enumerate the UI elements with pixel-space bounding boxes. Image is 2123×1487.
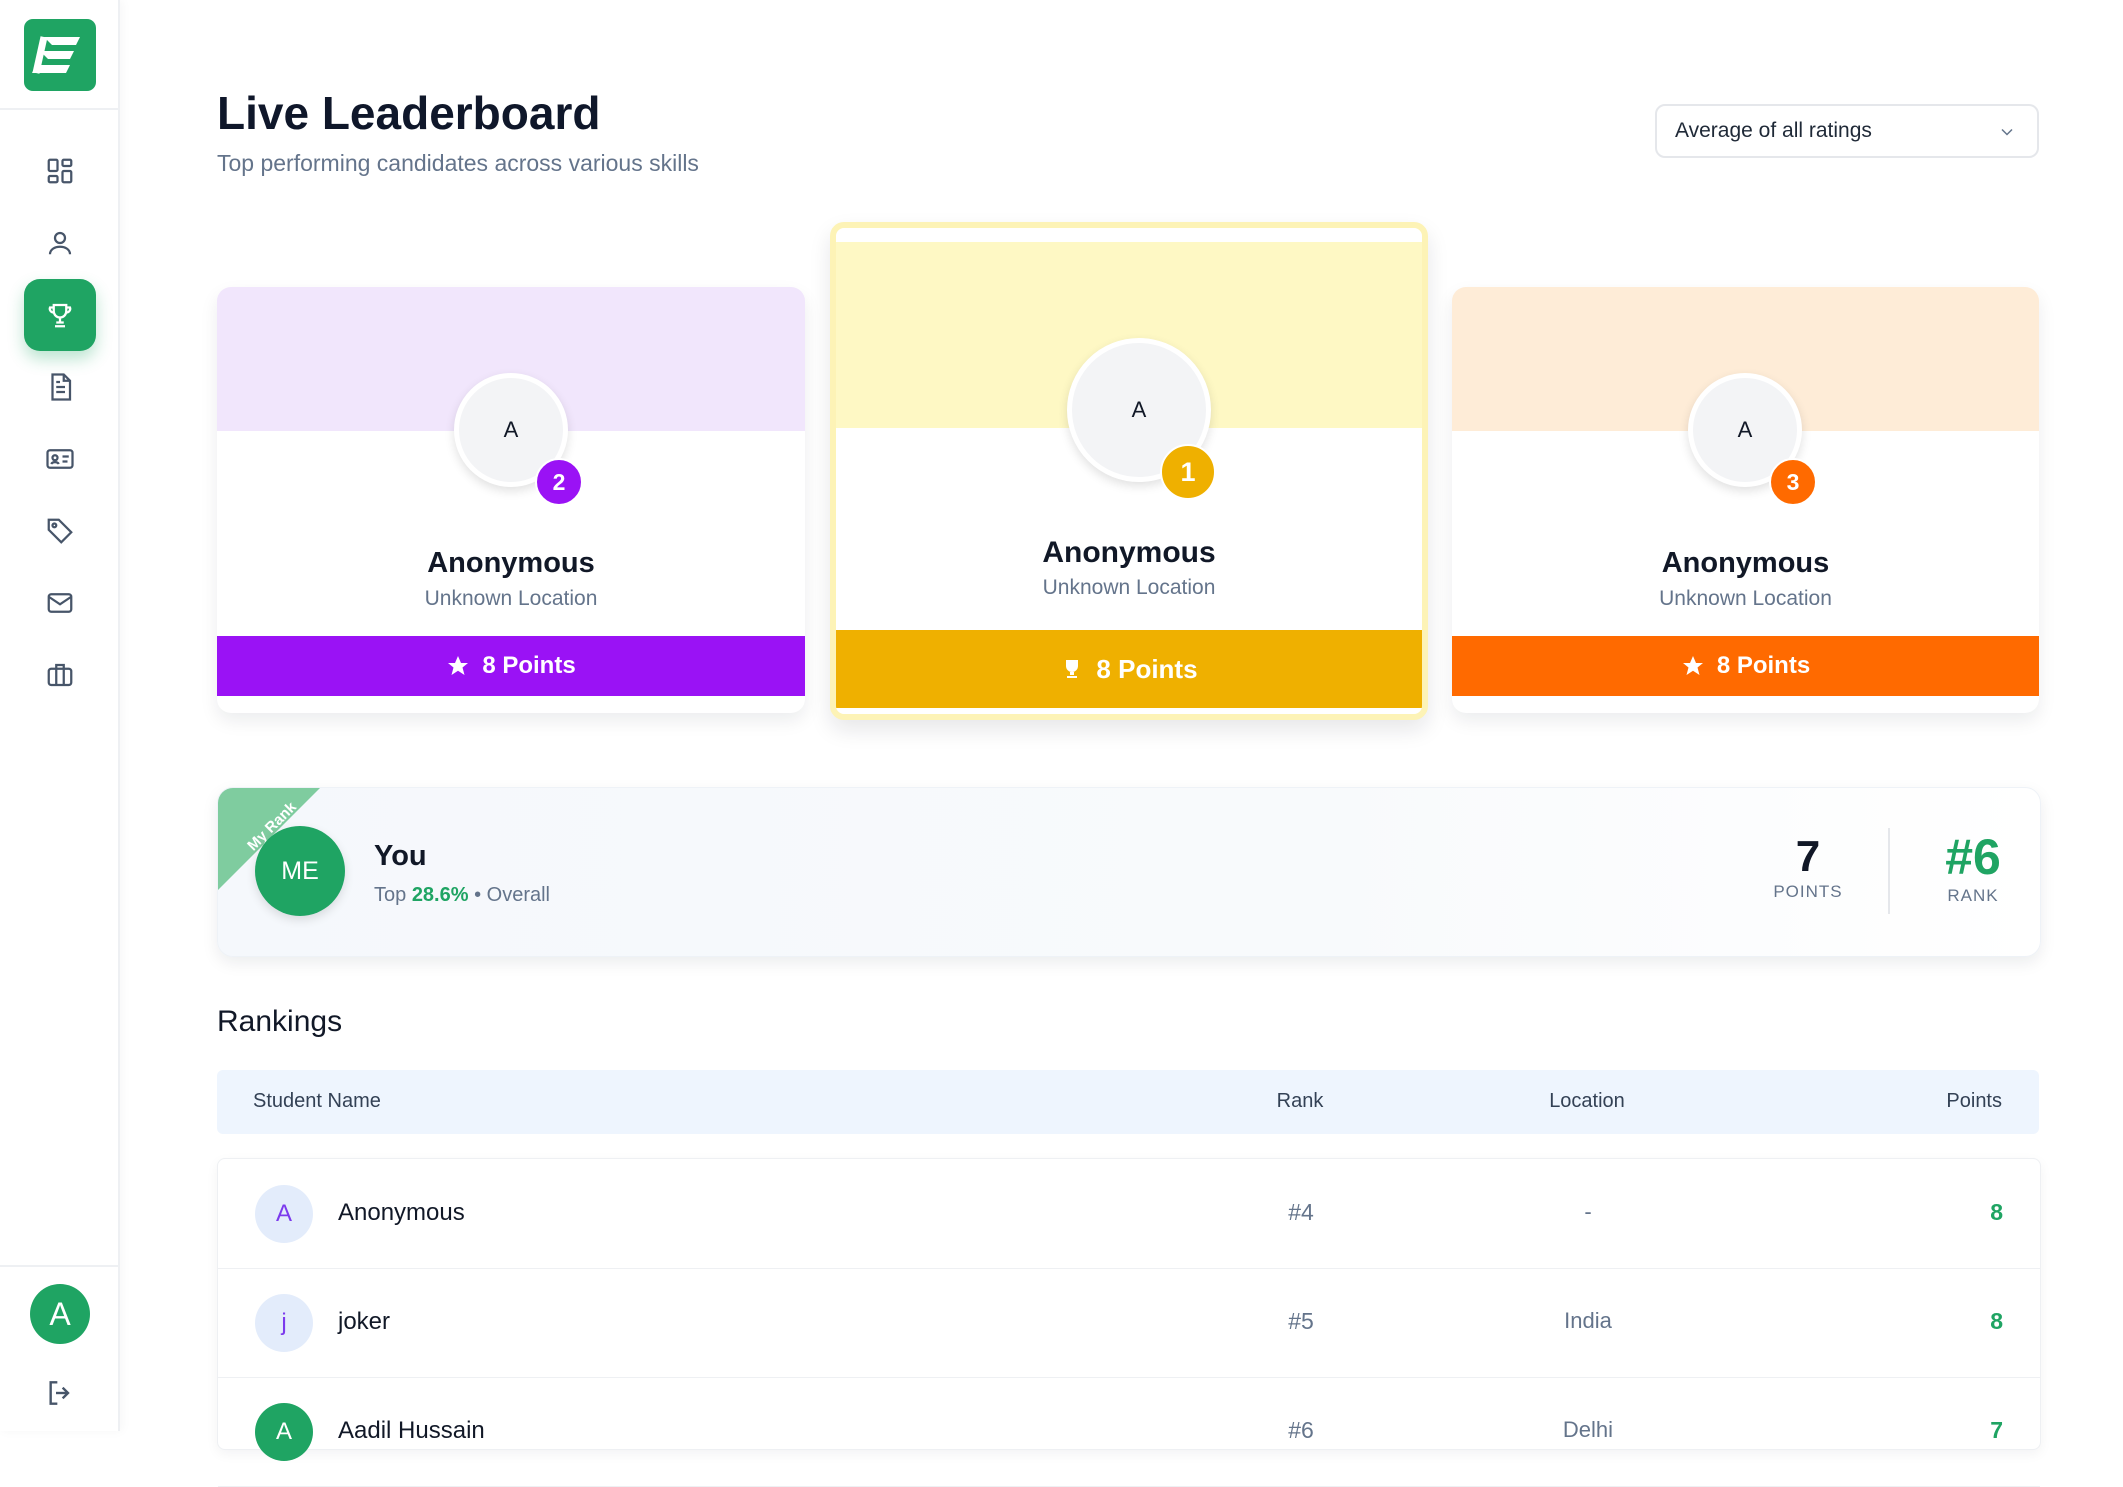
logout-icon[interactable]	[44, 1377, 76, 1409]
dashboard-icon	[47, 158, 73, 184]
candidate-location: Unknown Location	[424, 587, 598, 610]
table-row[interactable]: A Anonymous #4 - 8	[218, 1159, 2040, 1269]
podium-card-first[interactable]: A 1 Anonymous Unknown Location 8 Points	[830, 222, 1428, 720]
candidate-name: Anonymous	[1042, 536, 1216, 569]
my-points-value: 7	[1795, 832, 1821, 881]
avatar: A	[255, 1403, 313, 1461]
student-location: Delhi	[1562, 1417, 1614, 1442]
my-name: You	[374, 840, 427, 872]
podium-card-third[interactable]: A 3 Anonymous Unknown Location 8 Points	[1452, 287, 2039, 713]
rankings-table-body: A Anonymous #4 - 8 j joker #5 India 8 A …	[217, 1158, 2041, 1487]
user-icon	[48, 231, 72, 255]
column-header-rank: Rank	[1276, 1090, 1324, 1112]
avatar: A	[454, 373, 568, 487]
podium-card-second[interactable]: A 2 Anonymous Unknown Location 8 Points	[217, 287, 805, 713]
nav-documents[interactable]	[24, 351, 96, 423]
avatar: j	[255, 1294, 313, 1352]
rank-badge: 2	[535, 458, 583, 506]
student-rank: #4	[1288, 1199, 1314, 1225]
avatar: A	[255, 1185, 313, 1243]
nav-profile[interactable]	[24, 207, 96, 279]
nav-id-card[interactable]	[24, 423, 96, 495]
sidebar: A	[0, 0, 120, 1431]
my-rank: #6 RANK	[1918, 828, 2028, 906]
page-title: Live Leaderboard	[217, 87, 601, 139]
student-name: Anonymous	[338, 1199, 465, 1226]
points-label: 8 Points	[482, 652, 576, 679]
star-icon	[448, 656, 469, 675]
candidate-location: Unknown Location	[1659, 587, 1832, 610]
logo[interactable]	[24, 19, 96, 91]
my-rank-value: #6	[1945, 829, 2001, 885]
points-bar: 8 Points	[836, 630, 1422, 708]
my-points: 7 POINTS	[1758, 832, 1858, 902]
star-icon	[1682, 656, 1703, 675]
stat-divider	[1888, 828, 1890, 914]
nav-mail[interactable]	[24, 567, 96, 639]
chevron-down-icon	[2001, 128, 2013, 136]
student-rank: #5	[1288, 1308, 1314, 1334]
column-header-points: Points	[1946, 1090, 2002, 1112]
percentile-prefix: Top	[374, 884, 407, 906]
rankings-heading: Rankings	[217, 1005, 343, 1038]
rank-badge: 3	[1769, 458, 1817, 506]
student-name: Aadil Hussain	[338, 1417, 485, 1444]
student-location: -	[1584, 1199, 1592, 1224]
rating-filter-value: Average of all ratings	[1675, 119, 1872, 142]
column-header-location: Location	[1549, 1090, 1625, 1112]
mail-icon	[47, 593, 73, 613]
tag-icon	[47, 518, 73, 544]
percentile-suffix: • Overall	[474, 884, 551, 906]
my-points-label: POINTS	[1773, 882, 1843, 901]
trophy-icon	[1066, 660, 1079, 678]
rating-filter-select[interactable]: Average of all ratings	[1655, 104, 2039, 158]
points-bar: 8 Points	[217, 636, 805, 696]
rank-badge: 1	[1160, 444, 1216, 500]
candidate-location: Unknown Location	[1042, 576, 1216, 599]
student-points: 8	[1990, 1308, 2003, 1334]
trophy-icon	[48, 303, 72, 328]
user-avatar[interactable]: A	[30, 1284, 90, 1344]
points-bar: 8 Points	[1452, 636, 2039, 696]
column-header-student-name: Student Name	[253, 1090, 381, 1112]
nav-leaderboard[interactable]	[24, 279, 96, 351]
percentile-value: 28.6%	[411, 884, 469, 906]
my-percentile: Top 28.6% • Overall	[374, 884, 550, 907]
student-location: India	[1564, 1308, 1612, 1333]
rankings-table-header: Student Name Rank Location Points	[217, 1070, 2039, 1134]
sidebar-divider-bottom	[0, 1265, 118, 1267]
briefcase-icon	[47, 663, 73, 687]
student-name: joker	[338, 1308, 391, 1335]
candidate-name: Anonymous	[427, 547, 595, 579]
nav-dashboard[interactable]	[24, 135, 96, 207]
avatar: ME	[255, 826, 345, 916]
id-card-icon	[46, 449, 74, 469]
document-icon	[51, 373, 72, 401]
nav-tags[interactable]	[24, 495, 96, 567]
page-subtitle: Top performing candidates across various…	[217, 150, 699, 176]
sidebar-divider	[0, 108, 118, 110]
student-points: 8	[1990, 1199, 2003, 1225]
points-label: 8 Points	[1716, 652, 1811, 679]
nav-jobs[interactable]	[24, 639, 96, 711]
candidate-name: Anonymous	[1661, 547, 1830, 579]
table-row[interactable]: j joker #5 India 8	[218, 1268, 2040, 1378]
table-row[interactable]: A Aadil Hussain #6 Delhi 7	[218, 1377, 2040, 1487]
my-rank-card: My Rank ME You Top 28.6% • Overall 7 POI…	[217, 787, 2041, 957]
points-label: 8 Points	[1096, 653, 1198, 684]
my-rank-label: RANK	[1947, 886, 1999, 905]
